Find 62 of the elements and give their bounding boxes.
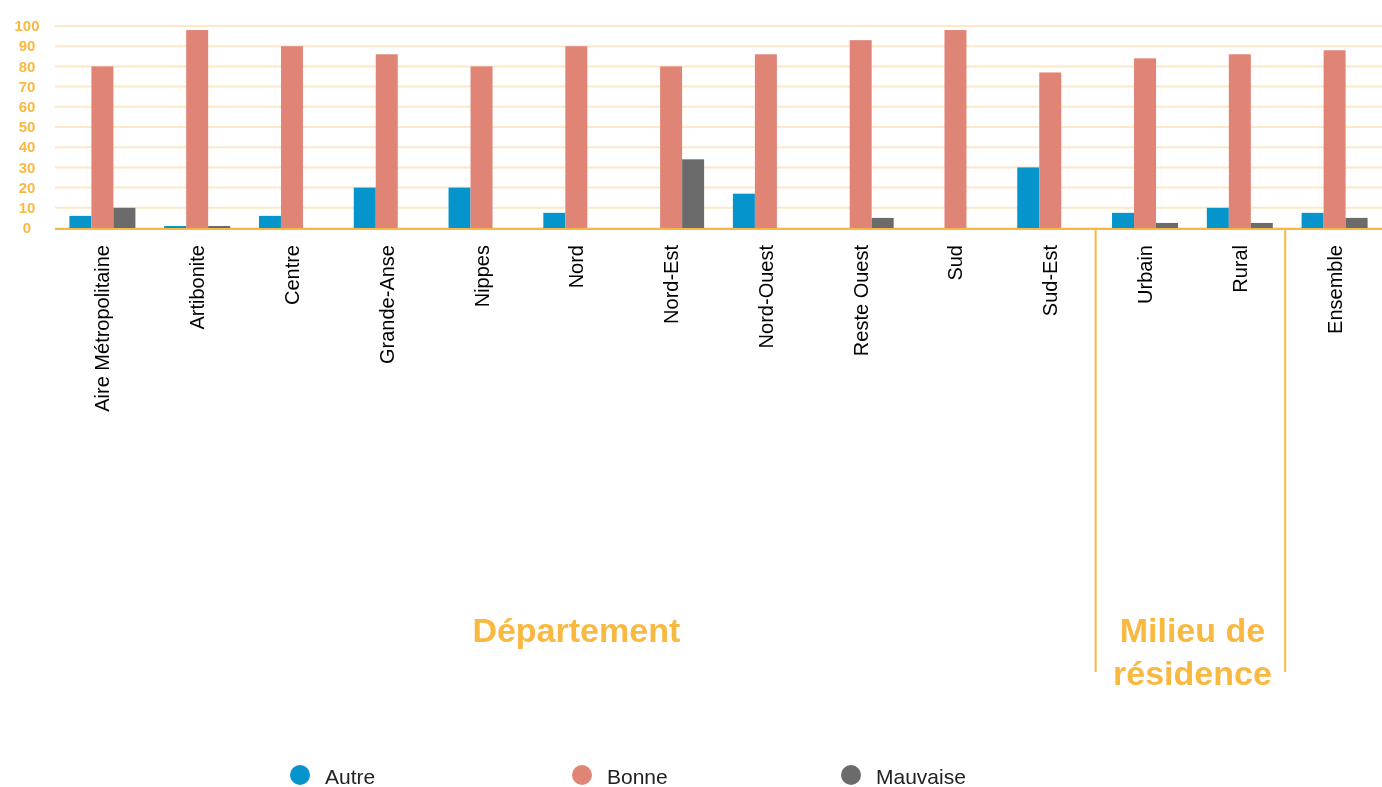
bar (1250, 222, 1273, 228)
bar (1017, 167, 1040, 228)
legend-label: Bonne (607, 765, 668, 787)
x-tick-label: Nippes (470, 245, 493, 308)
bar (1323, 50, 1346, 228)
text: Milieu de résidence (1113, 611, 1272, 692)
y-tick-label: 50 (18, 118, 36, 136)
bar (543, 212, 566, 228)
x-tick-label: Rural (1228, 245, 1251, 293)
x-tick-label: Ensemble (1323, 245, 1346, 334)
bar (69, 215, 92, 228)
y-tick-label: 80 (18, 57, 36, 75)
text: Département (472, 611, 681, 649)
x-tick-label: Nord-Est (660, 244, 683, 324)
y-tick-label: 30 (18, 158, 36, 176)
bar (113, 207, 136, 228)
y-tick-label: 90 (18, 37, 36, 55)
bar (470, 66, 493, 228)
bar (91, 66, 114, 228)
bar (280, 46, 303, 228)
bar (754, 54, 777, 228)
bar (353, 187, 376, 228)
x-tick-label: Centre (280, 245, 303, 306)
x-tick-label: Sud-Est (1039, 244, 1062, 317)
x-tick-label: Nord-Ouest (754, 244, 777, 349)
bar (208, 225, 231, 228)
bar (871, 217, 894, 228)
bar (1039, 72, 1062, 228)
x-tick-label: Sud (944, 245, 967, 281)
y-tick-label: 70 (18, 77, 36, 95)
bar (375, 54, 398, 228)
bar (732, 193, 755, 228)
bar (1156, 222, 1179, 228)
bar (1112, 212, 1135, 228)
x-tick-label: Artibonite (186, 245, 209, 330)
x-tick-label: Aire Métropolitaine (91, 245, 114, 412)
bar (1345, 217, 1368, 228)
bar (1228, 54, 1251, 228)
x-tick-label: Urbain (1134, 245, 1157, 304)
y-tick-label: 40 (18, 138, 36, 156)
y-tick-label: 20 (18, 178, 36, 196)
y-tick-label: 10 (18, 199, 36, 217)
x-tick-label: Reste Ouest (849, 244, 872, 357)
y-tick-label: 0 (22, 219, 32, 237)
bar (849, 40, 872, 228)
x-tick-label: Grande-Anse (375, 245, 398, 364)
bar (164, 225, 187, 228)
bar (448, 187, 471, 228)
bar (944, 30, 967, 228)
y-tick-label: 100 (14, 17, 40, 35)
legend-label: Autre (325, 765, 376, 787)
bar (682, 159, 705, 228)
bar (186, 30, 209, 228)
bar (258, 215, 281, 228)
bar (660, 66, 683, 228)
x-tick-label: Nord (565, 245, 588, 289)
bar (1206, 207, 1229, 228)
bar (1134, 58, 1157, 228)
legend-label: Mauvaise (876, 765, 966, 787)
bar (565, 46, 588, 228)
y-tick-label: 60 (18, 98, 36, 116)
bar (1301, 212, 1324, 228)
